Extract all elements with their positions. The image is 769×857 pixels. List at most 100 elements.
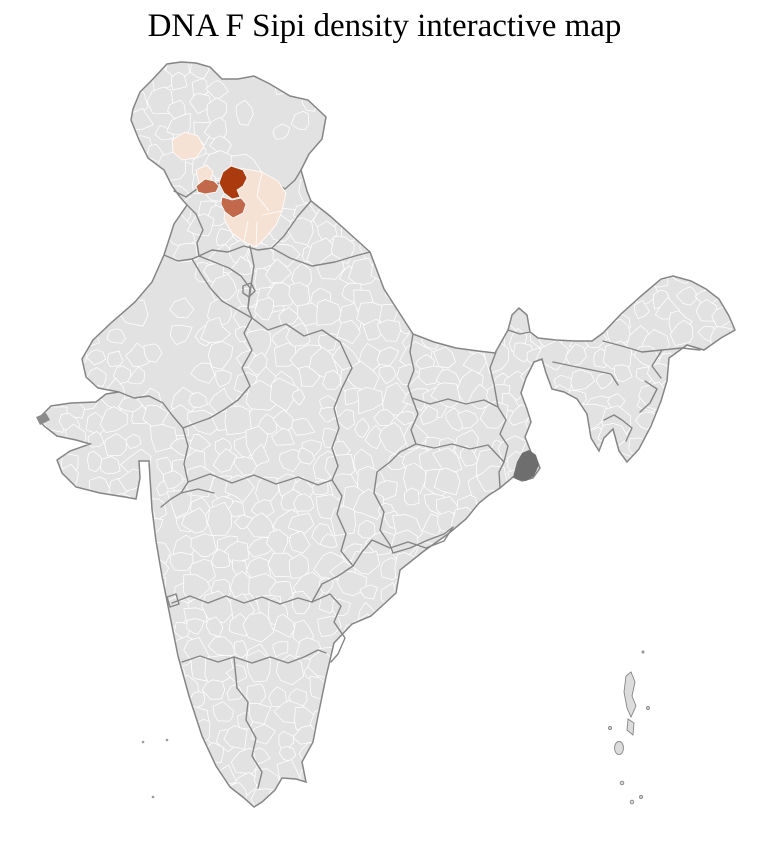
district-cell <box>265 258 292 284</box>
island[interactable] <box>641 650 645 654</box>
island[interactable] <box>151 795 155 799</box>
district-cell <box>125 434 142 450</box>
district-cell <box>507 621 533 654</box>
district-cell <box>186 409 220 436</box>
district-cell <box>201 679 226 700</box>
district-cell <box>543 306 567 331</box>
district-cell <box>510 639 530 656</box>
district-cell <box>386 453 407 471</box>
district-low-density-west[interactable] <box>195 164 214 185</box>
district-cell <box>535 339 569 371</box>
district-cell <box>606 699 627 728</box>
district-medium-density-2[interactable] <box>220 196 247 219</box>
district-cell <box>735 178 754 196</box>
island[interactable] <box>608 726 612 730</box>
district-cell <box>338 690 359 708</box>
district-cell <box>297 75 324 96</box>
district-cell <box>66 668 90 691</box>
district-cell <box>38 665 63 686</box>
district-cell <box>662 173 693 202</box>
lakshadweep-islands[interactable] <box>141 738 169 799</box>
district-medium-density-1[interactable] <box>195 178 220 195</box>
district-cell <box>445 742 461 764</box>
district-cell <box>465 158 487 179</box>
district-high-density[interactable] <box>218 165 248 200</box>
district-cell <box>391 699 420 719</box>
district-cell <box>739 285 762 317</box>
island[interactable] <box>626 718 635 736</box>
district-cell <box>740 584 755 601</box>
district-cell <box>482 144 501 162</box>
district-cell <box>546 699 569 721</box>
district-cell <box>733 747 735 768</box>
district-cell <box>120 548 150 575</box>
district-cell <box>344 387 361 406</box>
district-cell <box>456 268 482 293</box>
district-cell <box>498 89 529 115</box>
district-low-density-kashmir[interactable] <box>171 131 205 161</box>
district-cell <box>604 269 628 293</box>
district-cell <box>524 214 549 239</box>
district-cell <box>650 432 673 459</box>
district-cell <box>521 604 546 630</box>
district-cell <box>41 793 59 807</box>
island[interactable] <box>646 706 650 710</box>
district-cell <box>731 646 735 667</box>
district-cell <box>412 659 438 681</box>
district-cell <box>690 788 720 807</box>
district-cell <box>44 750 61 770</box>
district-cell <box>17 123 35 143</box>
district-cell <box>316 299 344 326</box>
andaman-islands[interactable] <box>608 650 650 805</box>
state-border <box>181 655 238 689</box>
district-cell <box>667 238 693 269</box>
island[interactable] <box>165 738 169 742</box>
district-cell <box>146 86 174 114</box>
district-cell <box>483 548 505 574</box>
district-cell <box>587 62 605 70</box>
island[interactable] <box>141 740 145 744</box>
district-cell <box>353 193 385 228</box>
district-cell <box>653 77 670 94</box>
district-cell <box>625 765 650 789</box>
district-cell <box>163 470 184 490</box>
district-cell <box>83 579 110 607</box>
district-cell <box>79 763 103 783</box>
island[interactable] <box>619 780 625 786</box>
district-cell <box>98 766 127 793</box>
district-cell <box>543 489 564 521</box>
island[interactable] <box>623 671 637 719</box>
district-cell <box>64 617 94 650</box>
district-cell <box>545 111 565 131</box>
island[interactable] <box>614 741 624 755</box>
district-cell <box>554 131 590 163</box>
district-cell <box>740 665 758 687</box>
district-cell <box>472 681 501 712</box>
district-cell <box>16 720 37 744</box>
district-cell <box>170 722 190 745</box>
district-cell <box>726 474 735 503</box>
district-cell <box>673 590 702 619</box>
district-cell <box>726 496 735 519</box>
state-border <box>411 397 499 408</box>
island[interactable] <box>639 795 643 799</box>
district-cell <box>728 141 735 163</box>
district-cell <box>378 365 397 385</box>
district-cell <box>38 560 47 581</box>
district-cell <box>278 307 300 325</box>
district-cell <box>461 301 483 325</box>
district-cell <box>289 530 311 554</box>
district-cell <box>246 649 271 683</box>
district-cell <box>549 665 577 689</box>
district-cell <box>99 406 128 433</box>
district-cell <box>509 693 533 721</box>
district-cell <box>190 362 216 384</box>
district-cell <box>603 598 624 623</box>
district-cell <box>507 250 525 270</box>
district-cell <box>626 599 659 631</box>
district-cell <box>603 474 625 498</box>
district-cell <box>536 274 564 301</box>
district-cell <box>372 194 400 220</box>
island[interactable] <box>629 799 635 805</box>
